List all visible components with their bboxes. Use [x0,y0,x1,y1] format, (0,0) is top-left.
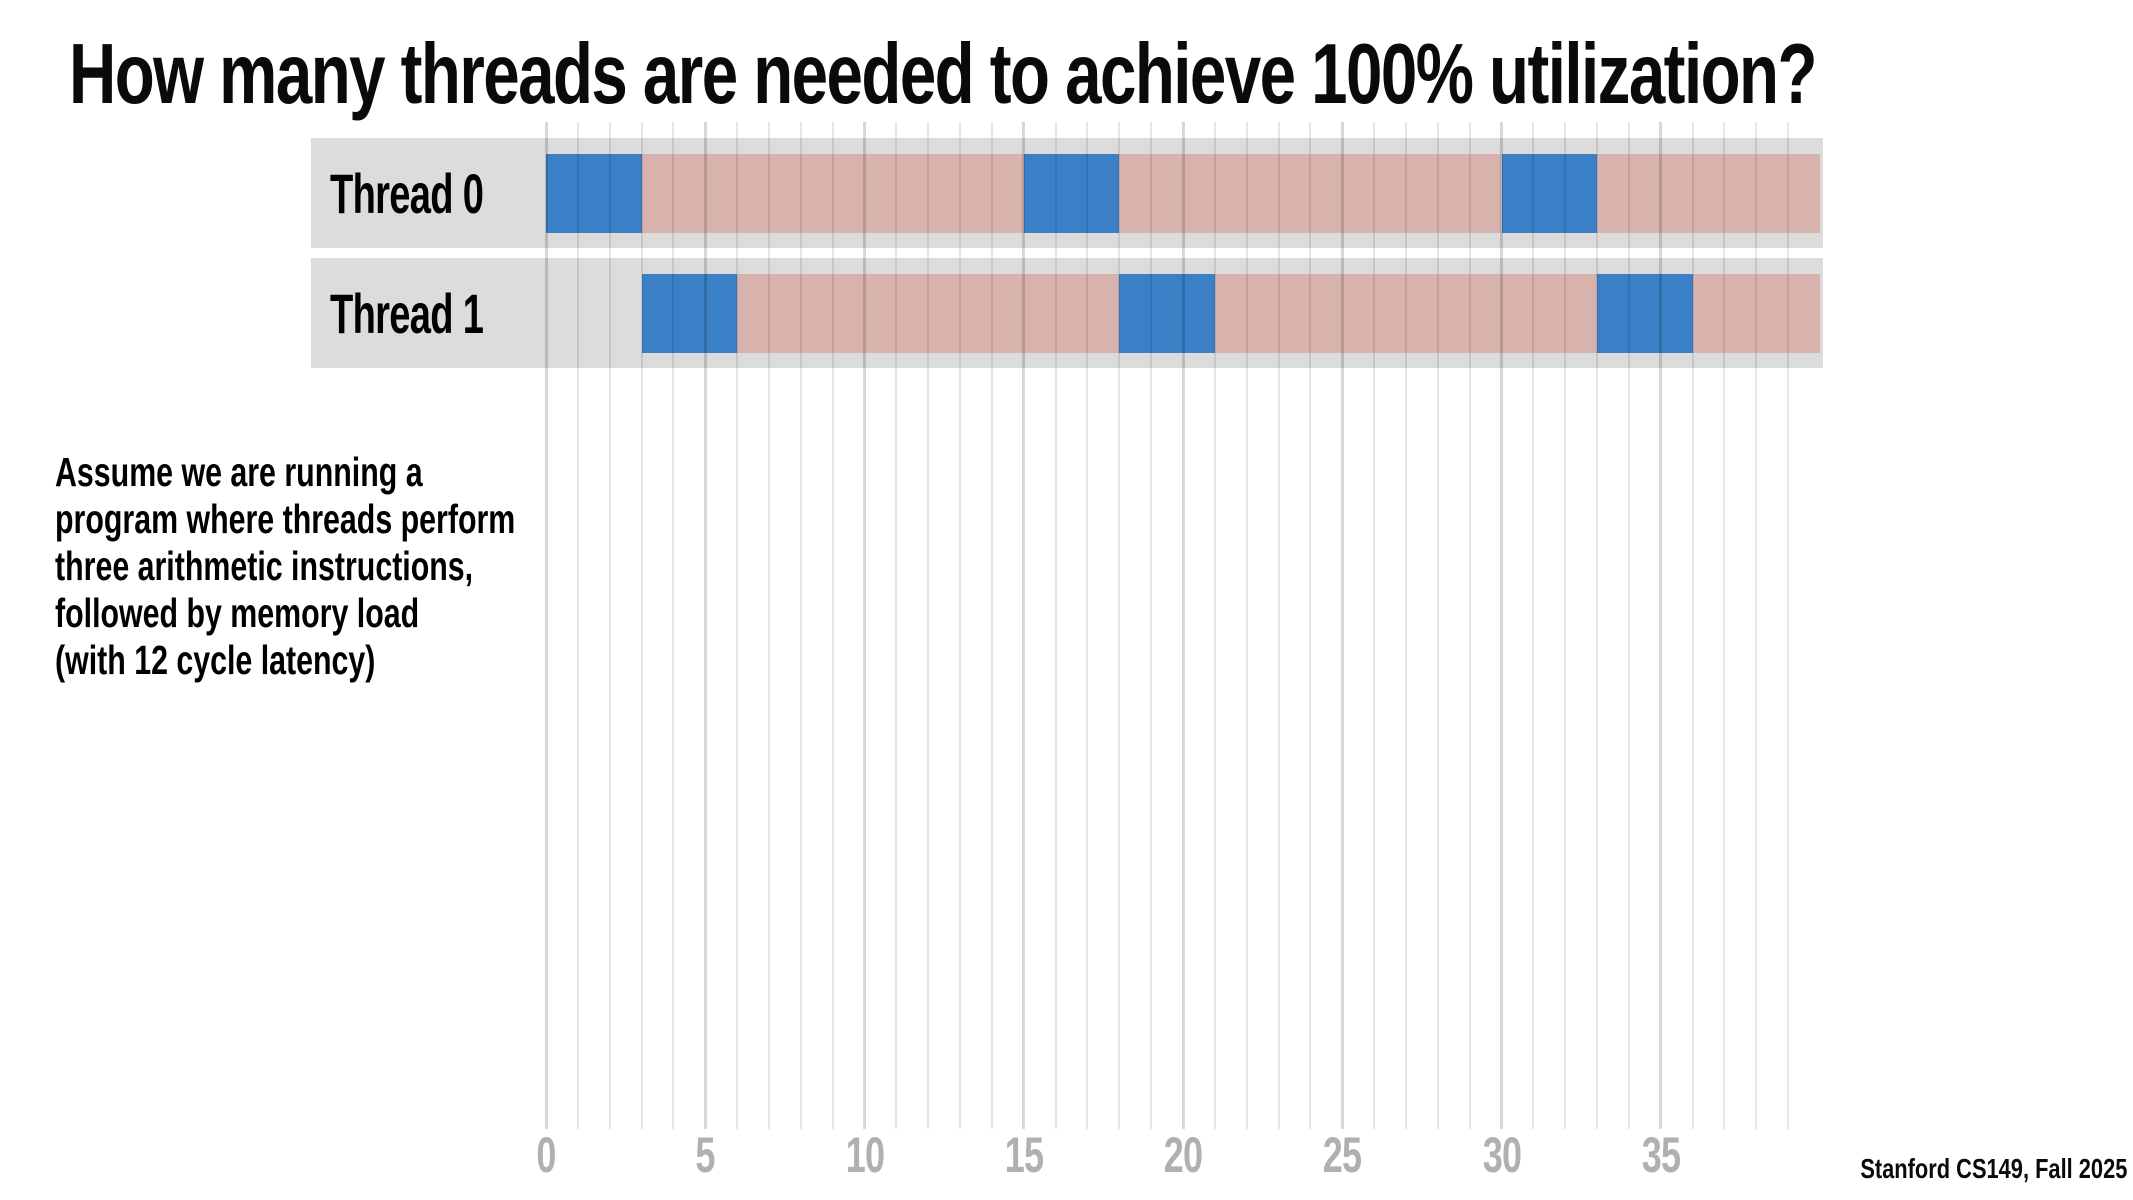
cycle-gridline [1213,122,1216,1129]
course-credit-footer: Stanford CS149, Fall 2025 [1859,1153,2127,1184]
major-cycle-gridline [1659,122,1663,1129]
assumption-line: followed by memory load [55,590,420,636]
cycle-gridline [576,122,579,1129]
x-axis-tick-label: 35 [1641,1127,1681,1183]
compute-segment [1597,274,1693,353]
cycle-gridline [767,122,770,1129]
major-cycle-gridline [544,122,548,1129]
assumption-line: program where threads perform [55,496,516,542]
thread-row-label: Thread 1 [330,281,484,345]
cycle-gridline [1054,122,1057,1129]
major-cycle-gridline [1500,122,1503,1129]
assumption-line: (with 12 cycle latency) [55,637,376,683]
cycle-gridline [1691,122,1694,1129]
x-axis-tick-label: 5 [695,1127,716,1183]
cycle-gridline [895,122,898,1129]
slide-title: How many threads are needed to achieve 1… [69,27,1817,122]
cycle-gridline [608,122,611,1129]
major-cycle-gridline [1022,122,1026,1129]
assumption-line: three arithmetic instructions, [55,543,474,589]
compute-segment [546,154,642,233]
cycle-gridline [1245,122,1248,1129]
cycle-gridline [959,122,962,1129]
cycle-gridline [1723,122,1726,1129]
cycle-gridline [1277,122,1280,1129]
cycle-gridline [990,122,993,1129]
cycle-gridline [1596,122,1599,1129]
x-axis-tick-label: 20 [1163,1127,1203,1183]
cycle-gridline [736,122,739,1129]
compute-segment [641,274,738,353]
cycle-gridline [1436,122,1439,1129]
major-cycle-gridline [1340,122,1344,1129]
major-cycle-gridline [703,122,707,1129]
cycle-gridline [1373,122,1376,1129]
cycle-gridline [1564,122,1567,1129]
major-cycle-gridline [1181,122,1185,1129]
x-axis-tick-label: 0 [536,1127,556,1183]
thread-row-label: Thread 0 [330,161,484,225]
compute-segment [1023,154,1120,233]
x-axis-tick-label: 30 [1482,1127,1521,1183]
cycle-gridline [1755,122,1758,1129]
cycle-gridline [1150,122,1153,1129]
cycle-gridline [1787,122,1790,1129]
cycle-gridline [1118,122,1121,1129]
compute-segment [1119,274,1215,353]
cycle-gridline [831,122,834,1129]
x-axis-tick-label: 15 [1004,1127,1044,1183]
cycle-gridline [1404,122,1407,1129]
cycle-gridline [1532,122,1535,1129]
cycle-gridline [672,122,675,1129]
cycle-gridline [1086,122,1089,1129]
compute-segment [1501,154,1598,233]
x-axis-tick-label: 10 [845,1127,884,1183]
cycle-gridline [927,122,930,1129]
assumption-text-block: Assume we are running a program where th… [55,449,515,684]
x-axis-tick-label: 25 [1322,1127,1362,1183]
cycle-gridline [1309,122,1312,1129]
assumption-line: Assume we are running a [55,449,423,495]
cycle-gridline [799,122,802,1129]
cycle-gridline [640,122,643,1129]
memory-stall-segment [1597,154,1820,233]
major-cycle-gridline [863,122,866,1129]
cycle-gridline [1627,122,1630,1129]
cycle-gridline [1468,122,1471,1129]
